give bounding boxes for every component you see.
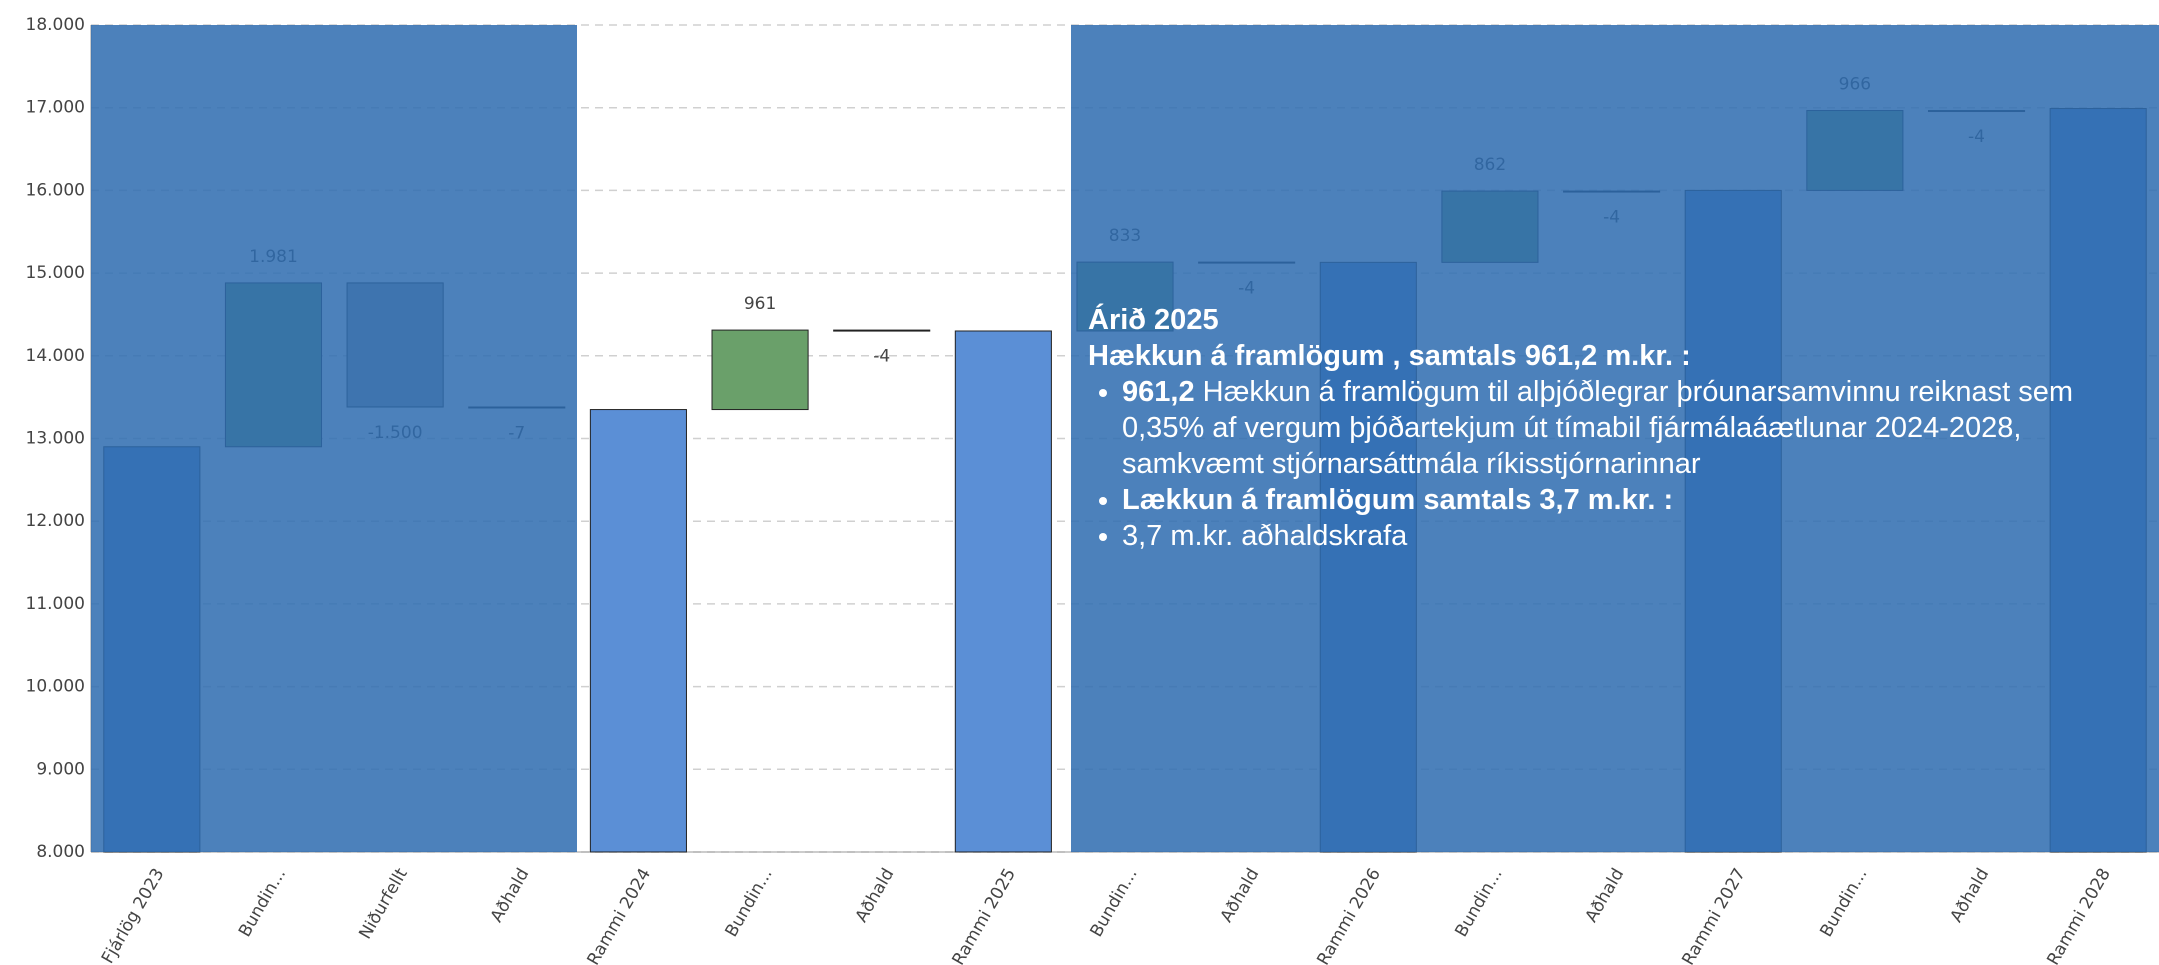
bar bbox=[589, 409, 687, 853]
x-tick-label: Bundin... bbox=[1086, 865, 1141, 941]
x-tick-label: Rammi 2025 bbox=[949, 865, 1021, 965]
bullet: 3,7 m.kr. aðhaldskrafa bbox=[1122, 518, 2148, 554]
bullet-text: Hækkun á framlögum til alþjóðlegrar þróu… bbox=[1122, 376, 2074, 480]
heading: Árið 2025 bbox=[1088, 304, 1219, 336]
bullet: 961,2 Hækkun á framlögum til alþjóðlegra… bbox=[1122, 374, 2148, 482]
data-label: 961 bbox=[744, 294, 776, 314]
y-tick-label: 14.000 bbox=[26, 346, 85, 366]
bar bbox=[833, 329, 931, 332]
y-tick-label: 13.000 bbox=[26, 429, 85, 449]
x-tick-label: Aðhald bbox=[487, 865, 534, 926]
annotation: Árið 2025 Hækkun á framlögum , samtals 9… bbox=[1088, 302, 2148, 554]
x-tick-label: Bundin... bbox=[235, 865, 290, 941]
x-tick-label: Rammi 2027 bbox=[1678, 865, 1750, 965]
bullet: Lækkun á framlögum samtals 3,7 m.kr. : bbox=[1122, 482, 2148, 518]
y-tick-label: 18.000 bbox=[26, 15, 85, 35]
bar bbox=[954, 330, 1052, 853]
y-tick-label: 12.000 bbox=[26, 511, 85, 531]
overlay-panel bbox=[1071, 25, 2159, 852]
y-tick-label: 10.000 bbox=[26, 677, 85, 697]
x-tick-label: Bundin... bbox=[1816, 865, 1871, 941]
data-label: -4 bbox=[873, 346, 890, 366]
bullet-bold: Lækkun á framlögum samtals 3,7 m.kr. : bbox=[1122, 484, 1674, 516]
bullet-list: 961,2 Hækkun á framlögum til alþjóðlegra… bbox=[1088, 374, 2148, 554]
bar bbox=[711, 329, 809, 411]
bullet-bold: 961,2 bbox=[1122, 376, 1195, 408]
y-tick-label: 8.000 bbox=[36, 842, 85, 862]
x-tick-label: Rammi 2024 bbox=[584, 865, 656, 965]
y-tick-label: 17.000 bbox=[26, 98, 85, 118]
overlay-panel bbox=[91, 25, 577, 852]
x-tick-label: Aðhald bbox=[1946, 865, 1993, 926]
x-tick-label: Aðhald bbox=[1582, 865, 1629, 926]
x-tick-label: Niðurfellt bbox=[355, 865, 412, 943]
x-tick-label: Rammi 2028 bbox=[2043, 865, 2115, 965]
x-tick-label: Rammi 2026 bbox=[1313, 865, 1385, 965]
x-tick-label: Bundin... bbox=[1451, 865, 1506, 941]
y-tick-label: 11.000 bbox=[26, 594, 85, 614]
bullet-text: 3,7 m.kr. aðhaldskrafa bbox=[1122, 520, 1408, 552]
y-tick-label: 16.000 bbox=[26, 180, 85, 200]
y-tick-label: 15.000 bbox=[26, 263, 85, 283]
x-tick-label: Fjárlög 2023 bbox=[98, 865, 169, 965]
x-tick-label: Aðhald bbox=[1217, 865, 1264, 926]
subheading: Hækkun á framlögum , samtals 961,2 m.kr.… bbox=[1088, 340, 1691, 372]
x-tick-label: Bundin... bbox=[722, 865, 777, 941]
y-tick-label: 9.000 bbox=[36, 759, 85, 779]
x-tick-label: Aðhald bbox=[852, 865, 899, 926]
